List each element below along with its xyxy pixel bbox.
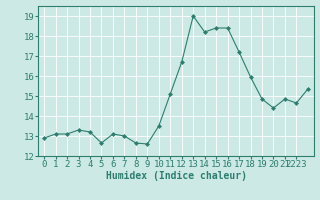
X-axis label: Humidex (Indice chaleur): Humidex (Indice chaleur) [106,171,246,181]
